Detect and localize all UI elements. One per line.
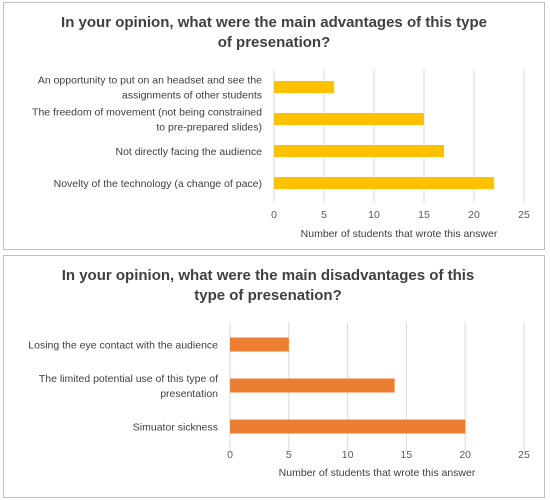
advantages-tick-label-5: 5 (321, 209, 327, 221)
disadvantages-tick-label-0: 0 (227, 449, 233, 461)
disadvantages-tick-label-25: 25 (518, 449, 530, 461)
advantages-tick-label-10: 10 (368, 209, 380, 221)
disadvantages-x-axis-label: Number of students that wrote this answe… (279, 467, 476, 479)
disadvantages-category-label-1-line-1: Losing the eye contact with the audience (28, 340, 218, 352)
advantages-x-axis-label: Number of students that wrote this answe… (301, 228, 498, 240)
advantages-bar-4 (274, 177, 494, 189)
disadvantages-bar-1 (230, 337, 289, 352)
advantages-chart: 0 5 10 15 20 25 An opportunity to put on an he… (32, 69, 530, 240)
advantages-title-line-2: of presenation? (217, 34, 331, 51)
disadvantages-chart-title: In your opinion, what were the main disa… (0, 266, 544, 306)
advantages-tick-label-0: 0 (271, 209, 277, 221)
advantages-category-label-1-line-1: An opportunity to put on an headset and … (38, 75, 262, 87)
advantages-tick-label-20: 20 (468, 209, 480, 221)
advantages-category-label-2-line-2: to pre-prepared slides) (156, 122, 262, 134)
disadvantages-tick-label-5: 5 (286, 449, 292, 461)
disadvantages-title-line-1: In your opinion, what were the main disa… (61, 267, 475, 284)
advantages-bar-1 (274, 81, 334, 93)
disadvantages-tick-label-10: 10 (342, 449, 354, 461)
disadvantages-tick-label-15: 15 (401, 449, 413, 461)
advantages-bar-2 (274, 113, 424, 125)
disadvantages-title-line-2: type of presenation? (194, 287, 342, 304)
disadvantages-category-label-2-line-1: The limited potential use of this type o… (39, 373, 218, 385)
advantages-category-label-4-line-1: Novelty of the technology (a change of p… (54, 178, 262, 190)
advantages-tick-label-25: 25 (518, 209, 530, 221)
disadvantages-category-label-2-line-2: presentation (160, 388, 218, 400)
disadvantages-category-label-3-line-1: Simuator sickness (133, 422, 218, 434)
advantages-chart-title: In your opinion, what were the main adva… (4, 13, 544, 53)
advantages-bar-3 (274, 145, 444, 157)
advantages-chart-panel: In your opinion, what were the main adva… (3, 2, 545, 250)
disadvantages-chart-panel: In your opinion, what were the main disa… (3, 255, 545, 498)
advantages-category-label-1-line-2: assignments of other students (122, 90, 262, 102)
disadvantages-bar-3 (230, 419, 466, 434)
disadvantages-chart: 0 5 10 15 20 25 Losing the eye contact with th… (28, 322, 530, 479)
disadvantages-bar-2 (230, 378, 395, 393)
advantages-category-label-3-line-1: Not directly facing the audience (115, 146, 262, 158)
disadvantages-tick-label-20: 20 (459, 449, 471, 461)
advantages-tick-label-15: 15 (418, 209, 430, 221)
advantages-title-line-1: In your opinion, what were the main adva… (61, 14, 487, 31)
advantages-category-label-2-line-1: The freedom of movement (not being const… (32, 107, 262, 119)
